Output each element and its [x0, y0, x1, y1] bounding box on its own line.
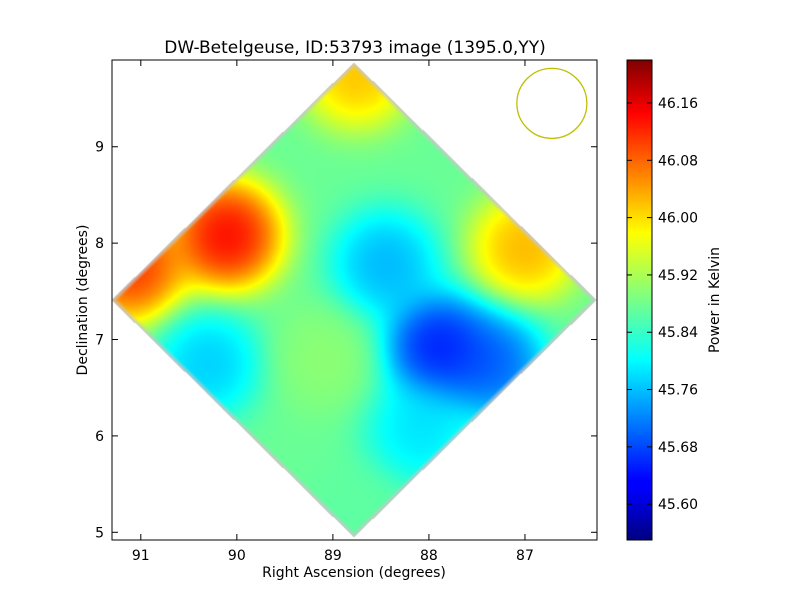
colorbar-tick-label: 45.68	[658, 440, 698, 456]
colorbar-tick-label: 45.92	[658, 268, 698, 284]
x-tick-label: 91	[132, 548, 150, 564]
colorbar-gradient	[626, 59, 653, 541]
colorbar-ticks: 45.60 45.68 45.76 45.84 45.92 46.00 46.08 46.16	[627, 96, 698, 513]
colorbar-tick-label: 46.16	[658, 96, 698, 112]
colorbar-tick-label: 46.08	[658, 153, 698, 169]
x-axis: 91 90 89 88 87	[132, 60, 534, 564]
y-tick-label: 9	[95, 140, 104, 156]
colorbar-label: Power in Kelvin	[707, 247, 723, 353]
y-axis: 5 6 7 8 9	[95, 140, 597, 541]
plot-frame	[111, 59, 598, 541]
colorbar-tick-label: 45.60	[658, 497, 698, 513]
x-tick-label: 90	[228, 548, 246, 564]
x-tick-label: 89	[324, 548, 342, 564]
beam-circle	[516, 67, 588, 140]
chart-title: DW-Betelgeuse, ID:53793 image (1395.0,YY…	[164, 38, 545, 58]
y-axis-label: Declination (degrees)	[75, 225, 91, 376]
colorbar-tick-label: 46.00	[658, 211, 698, 227]
y-tick-label: 6	[95, 429, 104, 445]
x-axis-label: Right Ascension (degrees)	[262, 565, 446, 581]
y-tick-label: 8	[95, 236, 104, 252]
y-tick-label: 5	[95, 525, 104, 541]
x-tick-label: 88	[420, 548, 438, 564]
colorbar-tick-label: 45.84	[658, 325, 698, 341]
y-tick-label: 7	[95, 333, 104, 349]
colorbar-tick-label: 45.76	[658, 383, 698, 399]
x-tick-label: 87	[516, 548, 534, 564]
colorbar: 45.60 45.68 45.76 45.84 45.92 46.00 46.08 46.16…	[626, 59, 723, 541]
